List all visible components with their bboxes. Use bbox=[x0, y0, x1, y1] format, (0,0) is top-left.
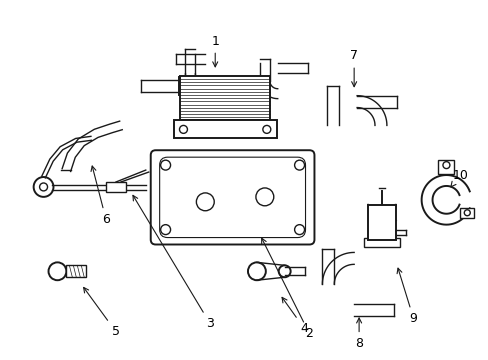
Bar bbox=[173, 121, 276, 138]
Bar bbox=[364, 238, 399, 247]
Text: 9: 9 bbox=[396, 268, 417, 325]
Text: 8: 8 bbox=[354, 318, 363, 350]
Text: 6: 6 bbox=[91, 166, 110, 226]
Text: 5: 5 bbox=[83, 287, 120, 338]
Bar bbox=[367, 205, 395, 239]
Bar bbox=[106, 182, 126, 192]
Text: 7: 7 bbox=[349, 49, 357, 87]
FancyBboxPatch shape bbox=[160, 157, 305, 238]
Text: 2: 2 bbox=[261, 238, 313, 340]
FancyBboxPatch shape bbox=[150, 150, 314, 244]
Bar bbox=[438, 160, 453, 174]
Text: 3: 3 bbox=[133, 195, 214, 330]
Bar bbox=[459, 208, 473, 218]
Bar bbox=[66, 265, 86, 277]
Text: 4: 4 bbox=[282, 297, 308, 336]
Text: 10: 10 bbox=[450, 168, 468, 187]
Text: 1: 1 bbox=[211, 35, 219, 67]
Bar bbox=[180, 76, 269, 121]
